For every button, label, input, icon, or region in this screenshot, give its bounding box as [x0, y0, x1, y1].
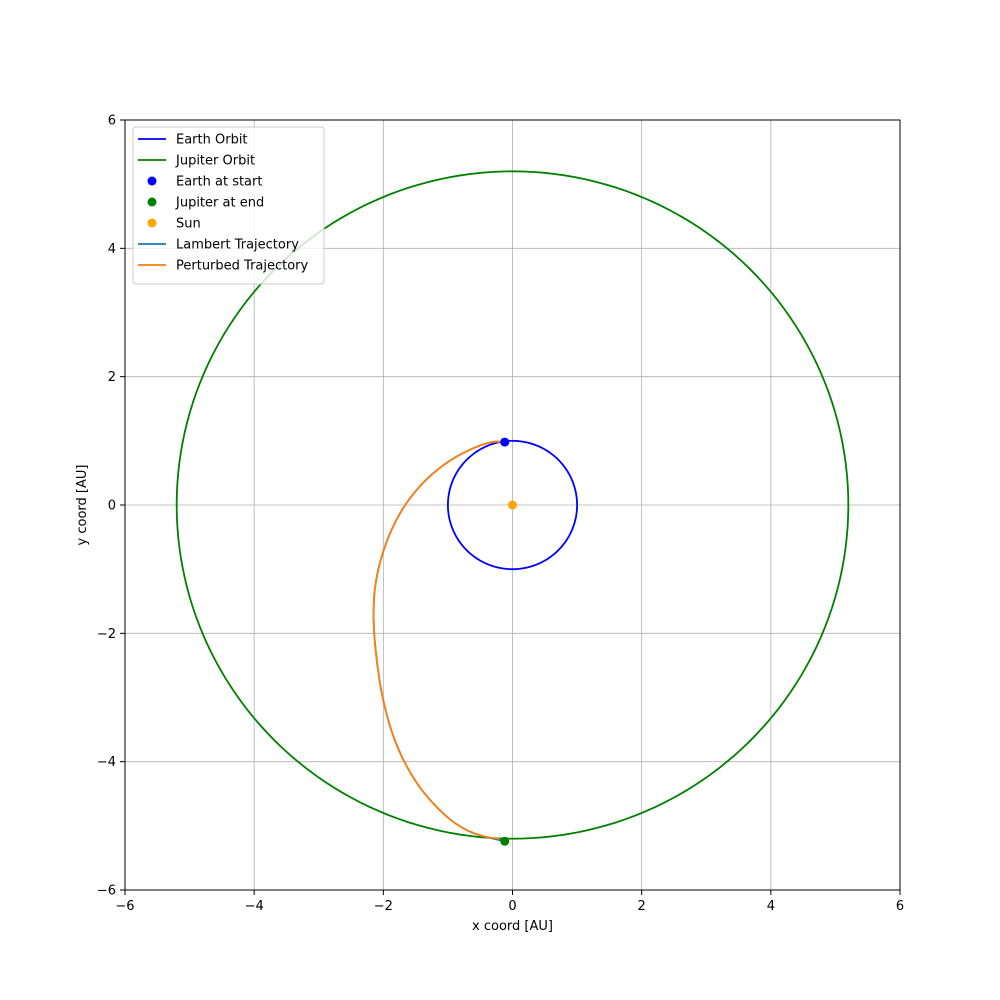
- y-tick-label: −6: [97, 884, 116, 899]
- legend: Earth Orbit Jupiter Orbit Earth at start Ju…: [132, 126, 325, 285]
- x-tick-label: −6: [115, 899, 134, 914]
- y-tick-label: 6: [108, 114, 116, 129]
- y-tick-label: 4: [108, 242, 116, 257]
- legend-label-earth-at-start: Earth at start: [176, 175, 262, 190]
- x-axis-label: x coord [AU]: [472, 919, 553, 934]
- x-tick-label: 6: [896, 899, 904, 914]
- earth-at-start-point: [500, 437, 510, 447]
- legend-label-sun: Sun: [176, 217, 201, 232]
- legend-label-perturbed-trajectory: Perturbed Trajectory: [176, 259, 309, 274]
- x-tick-label: 4: [767, 899, 775, 914]
- axis-ticks: −6 −4 −2 0 2 4 6 −6 −4 −2 0 2 4 6: [97, 114, 904, 915]
- y-tick-label: −2: [97, 627, 116, 642]
- sun-point: [508, 500, 517, 510]
- x-tick-label: −2: [374, 899, 393, 914]
- legend-label-jupiter-at-end: Jupiter at end: [175, 196, 264, 211]
- legend-marker-jupiter-at-end: [147, 197, 157, 207]
- x-tick-label: 0: [508, 899, 516, 914]
- y-tick-label: 2: [108, 370, 116, 385]
- y-tick-label: 0: [108, 499, 116, 514]
- x-tick-label: −4: [245, 899, 264, 914]
- legend-marker-sun: [147, 218, 157, 228]
- earth-orbit-line: [447, 439, 578, 571]
- legend-box: [132, 126, 325, 285]
- legend-label-earth-orbit: Earth Orbit: [176, 133, 248, 148]
- legend-marker-earth-at-start: [147, 176, 157, 186]
- jupiter-at-end-point: [500, 836, 510, 846]
- y-axis-label: y coord [AU]: [75, 465, 90, 546]
- jupiter-orbit-line: [175, 170, 850, 840]
- y-tick-label: −4: [97, 755, 116, 770]
- x-tick-label: 2: [638, 899, 646, 914]
- legend-label-lambert-trajectory: Lambert Trajectory: [176, 238, 299, 253]
- legend-label-jupiter-orbit: Jupiter Orbit: [175, 154, 255, 169]
- series-layer: [175, 170, 850, 846]
- perturbed-trajectory-line: [372, 440, 505, 840]
